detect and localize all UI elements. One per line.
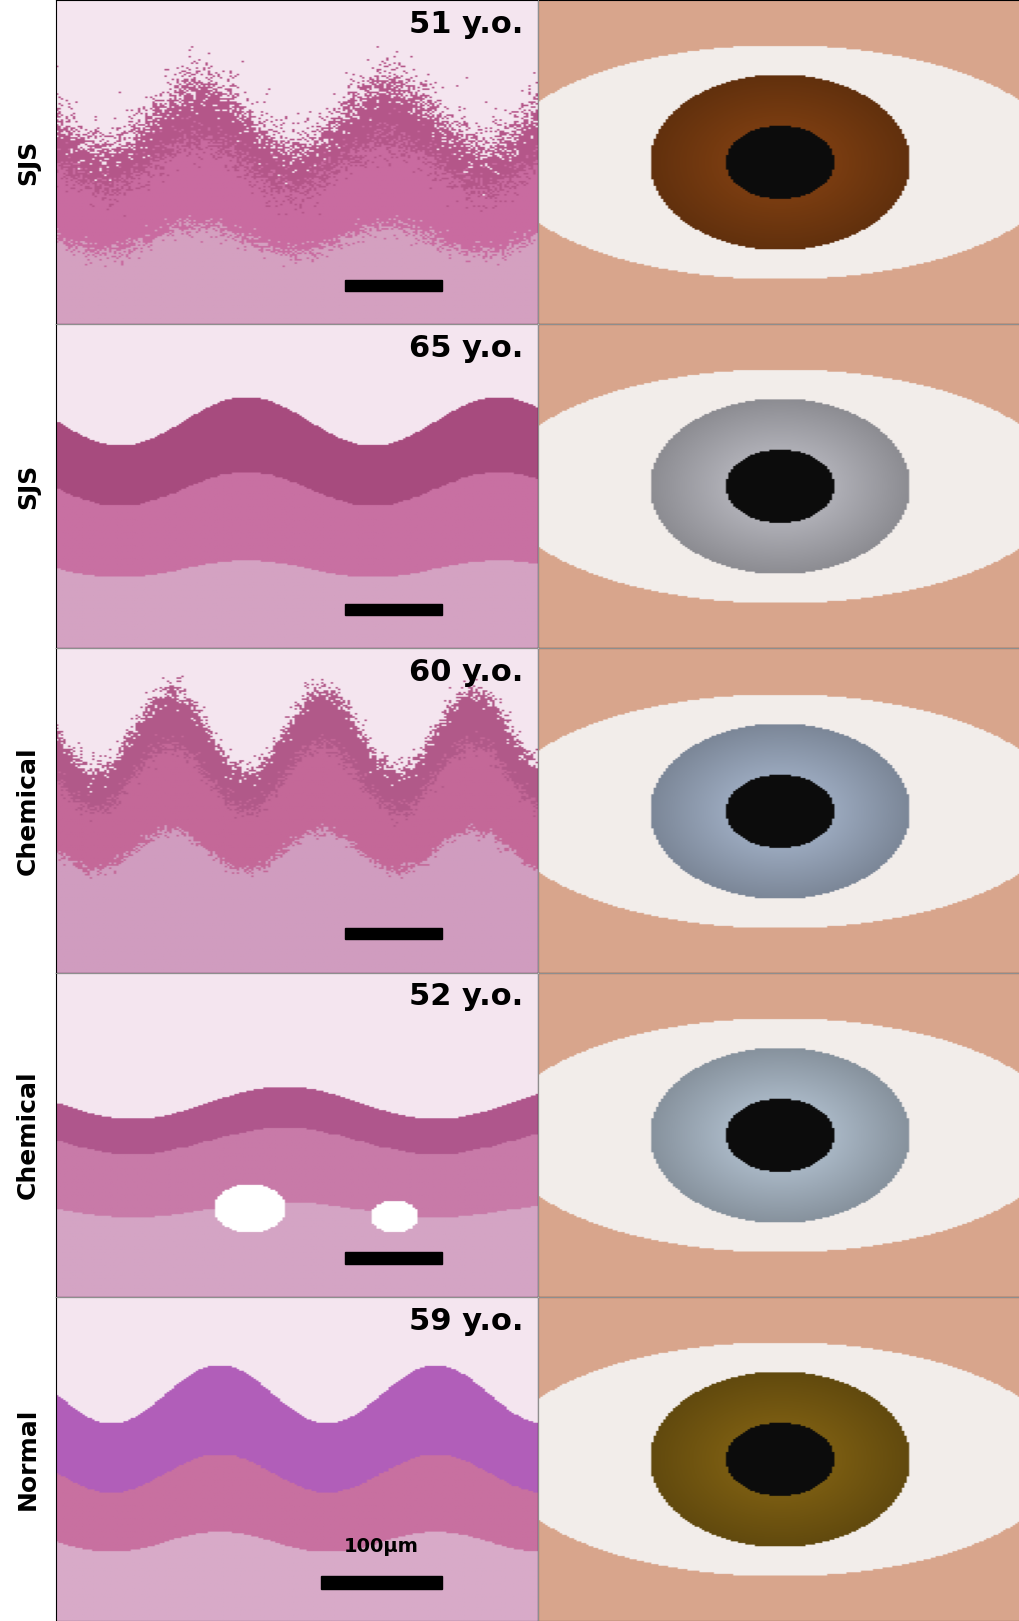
FancyBboxPatch shape xyxy=(345,279,441,290)
Text: 52 y.o.: 52 y.o. xyxy=(409,982,523,1012)
Text: 65 y.o.: 65 y.o. xyxy=(409,334,523,363)
FancyBboxPatch shape xyxy=(321,1576,441,1589)
Text: 100μm: 100μm xyxy=(343,1537,419,1556)
Text: Normal: Normal xyxy=(16,1407,40,1511)
Text: SJS: SJS xyxy=(16,139,40,185)
FancyBboxPatch shape xyxy=(345,927,441,940)
FancyBboxPatch shape xyxy=(345,603,441,616)
Text: Chemical: Chemical xyxy=(16,746,40,875)
Text: SJS: SJS xyxy=(16,464,40,509)
Text: Chemical: Chemical xyxy=(16,1070,40,1200)
FancyBboxPatch shape xyxy=(345,1253,441,1264)
Text: 51 y.o.: 51 y.o. xyxy=(409,10,523,39)
Text: 59 y.o.: 59 y.o. xyxy=(409,1307,523,1336)
Text: 60 y.o.: 60 y.o. xyxy=(409,658,523,687)
